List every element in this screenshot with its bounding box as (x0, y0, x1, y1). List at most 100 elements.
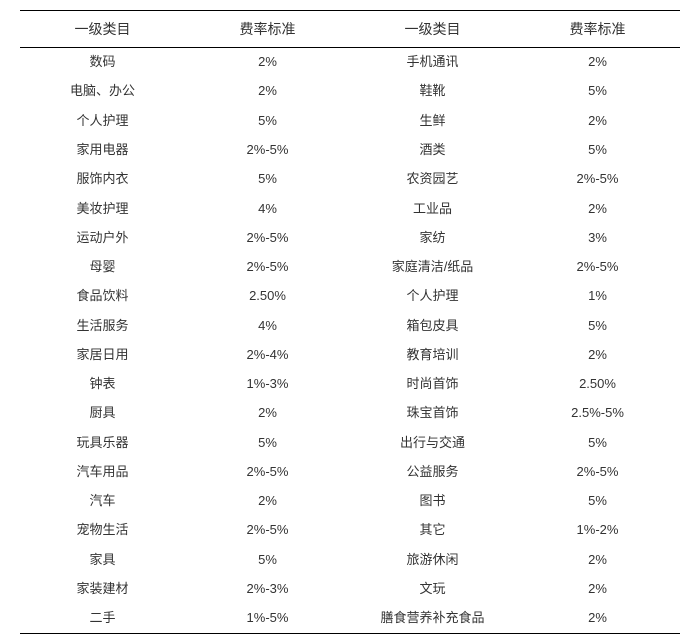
cell-category-left: 汽车 (20, 487, 185, 516)
cell-category-right: 公益服务 (350, 458, 515, 487)
cell-rate-left: 2.50% (185, 282, 350, 311)
cell-rate-left: 5% (185, 428, 350, 457)
cell-category-left: 个人护理 (20, 107, 185, 136)
cell-category-right: 工业品 (350, 194, 515, 223)
cell-category-left: 母婴 (20, 253, 185, 282)
cell-category-left: 家居日用 (20, 341, 185, 370)
cell-category-right: 珠宝首饰 (350, 399, 515, 428)
cell-rate-right: 1%-2% (515, 516, 680, 545)
cell-rate-left: 2% (185, 487, 350, 516)
cell-rate-right: 2.5%-5% (515, 399, 680, 428)
cell-category-right: 出行与交通 (350, 428, 515, 457)
table-body: 数码2%手机通讯2%电脑、办公2%鞋靴5%个人护理5%生鲜2%家用电器2%-5%… (20, 48, 680, 634)
cell-category-right: 箱包皮具 (350, 311, 515, 340)
table-row: 钟表1%-3%时尚首饰2.50% (20, 370, 680, 399)
table-header: 一级类目 费率标准 一级类目 费率标准 (20, 11, 680, 48)
header-rate-left: 费率标准 (185, 11, 350, 48)
table-row: 汽车用品2%-5%公益服务2%-5% (20, 458, 680, 487)
cell-rate-right: 5% (515, 487, 680, 516)
table-row: 美妆护理4%工业品2% (20, 194, 680, 223)
table-row: 家居日用2%-4%教育培训2% (20, 341, 680, 370)
cell-category-left: 二手 (20, 604, 185, 634)
cell-rate-right: 3% (515, 224, 680, 253)
cell-rate-left: 2%-5% (185, 224, 350, 253)
cell-rate-right: 5% (515, 311, 680, 340)
cell-rate-right: 2% (515, 341, 680, 370)
cell-rate-right: 2% (515, 546, 680, 575)
header-rate-right: 费率标准 (515, 11, 680, 48)
table-row: 家具5%旅游休闲2% (20, 546, 680, 575)
cell-category-left: 钟表 (20, 370, 185, 399)
cell-rate-left: 5% (185, 107, 350, 136)
table-row: 厨具2%珠宝首饰2.5%-5% (20, 399, 680, 428)
cell-rate-right: 2% (515, 575, 680, 604)
table-header-row: 一级类目 费率标准 一级类目 费率标准 (20, 11, 680, 48)
cell-category-left: 电脑、办公 (20, 77, 185, 106)
cell-rate-right: 2% (515, 107, 680, 136)
cell-category-right: 家庭清洁/纸品 (350, 253, 515, 282)
cell-category-left: 美妆护理 (20, 194, 185, 223)
cell-rate-left: 1%-5% (185, 604, 350, 634)
cell-category-right: 家纺 (350, 224, 515, 253)
cell-category-right: 文玩 (350, 575, 515, 604)
table-row: 家装建材2%-3%文玩2% (20, 575, 680, 604)
table-row: 生活服务4%箱包皮具5% (20, 311, 680, 340)
cell-category-right: 鞋靴 (350, 77, 515, 106)
cell-rate-left: 1%-3% (185, 370, 350, 399)
table-row: 玩具乐器5%出行与交通5% (20, 428, 680, 457)
cell-category-left: 食品饮料 (20, 282, 185, 311)
cell-category-right: 农资园艺 (350, 165, 515, 194)
cell-category-left: 玩具乐器 (20, 428, 185, 457)
table-row: 服饰内衣5%农资园艺2%-5% (20, 165, 680, 194)
table-row: 宠物生活2%-5%其它1%-2% (20, 516, 680, 545)
cell-rate-left: 2% (185, 77, 350, 106)
cell-rate-left: 2%-5% (185, 253, 350, 282)
cell-rate-left: 2%-3% (185, 575, 350, 604)
cell-category-right: 手机通讯 (350, 48, 515, 78)
cell-rate-right: 1% (515, 282, 680, 311)
cell-category-left: 服饰内衣 (20, 165, 185, 194)
cell-category-right: 时尚首饰 (350, 370, 515, 399)
cell-category-left: 生活服务 (20, 311, 185, 340)
cell-category-left: 数码 (20, 48, 185, 78)
fee-rate-table-container: 一级类目 费率标准 一级类目 费率标准 数码2%手机通讯2%电脑、办公2%鞋靴5… (20, 10, 680, 634)
cell-category-left: 厨具 (20, 399, 185, 428)
cell-category-right: 其它 (350, 516, 515, 545)
table-row: 汽车2%图书5% (20, 487, 680, 516)
cell-rate-right: 5% (515, 77, 680, 106)
table-row: 家用电器2%-5%酒类5% (20, 136, 680, 165)
cell-rate-right: 2%-5% (515, 253, 680, 282)
table-row: 电脑、办公2%鞋靴5% (20, 77, 680, 106)
cell-rate-left: 4% (185, 311, 350, 340)
table-row: 数码2%手机通讯2% (20, 48, 680, 78)
table-row: 食品饮料2.50%个人护理1% (20, 282, 680, 311)
cell-category-right: 旅游休闲 (350, 546, 515, 575)
cell-rate-left: 4% (185, 194, 350, 223)
cell-category-right: 膳食营养补充食品 (350, 604, 515, 634)
cell-rate-left: 2%-5% (185, 516, 350, 545)
cell-rate-right: 2%-5% (515, 165, 680, 194)
table-row: 运动户外2%-5%家纺3% (20, 224, 680, 253)
cell-category-right: 生鲜 (350, 107, 515, 136)
cell-rate-right: 2% (515, 48, 680, 78)
cell-rate-right: 5% (515, 136, 680, 165)
cell-rate-right: 2.50% (515, 370, 680, 399)
header-category-right: 一级类目 (350, 11, 515, 48)
cell-rate-left: 2%-4% (185, 341, 350, 370)
cell-category-left: 宠物生活 (20, 516, 185, 545)
cell-rate-left: 5% (185, 165, 350, 194)
header-category-left: 一级类目 (20, 11, 185, 48)
table-row: 二手1%-5%膳食营养补充食品2% (20, 604, 680, 634)
cell-category-right: 酒类 (350, 136, 515, 165)
cell-rate-left: 2% (185, 399, 350, 428)
cell-rate-right: 2%-5% (515, 458, 680, 487)
cell-category-left: 家具 (20, 546, 185, 575)
cell-rate-left: 2% (185, 48, 350, 78)
cell-category-left: 家装建材 (20, 575, 185, 604)
cell-category-left: 汽车用品 (20, 458, 185, 487)
cell-rate-right: 2% (515, 194, 680, 223)
cell-rate-right: 2% (515, 604, 680, 634)
table-row: 母婴2%-5%家庭清洁/纸品2%-5% (20, 253, 680, 282)
cell-rate-left: 2%-5% (185, 136, 350, 165)
table-row: 个人护理5%生鲜2% (20, 107, 680, 136)
